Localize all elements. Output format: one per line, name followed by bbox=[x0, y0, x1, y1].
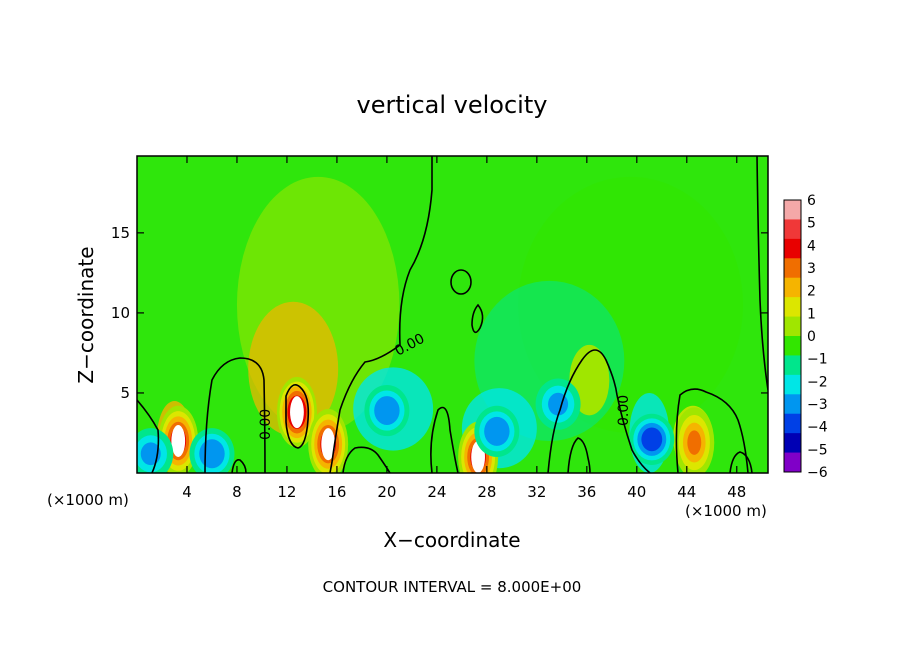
x-tick-label: 24 bbox=[427, 483, 446, 501]
y-tick-label: 10 bbox=[111, 304, 130, 322]
plot-frame bbox=[136, 155, 769, 474]
zero-contour-line bbox=[204, 357, 266, 473]
colorbar-swatch bbox=[784, 238, 801, 259]
colorbar-swatch bbox=[784, 200, 801, 220]
downdraft-core bbox=[548, 392, 569, 416]
colorbar-tick-label: 3 bbox=[807, 261, 816, 277]
zero-contour-line bbox=[231, 458, 247, 473]
downdraft-core bbox=[489, 422, 505, 441]
colorbar-tick-label: 6 bbox=[807, 193, 816, 209]
zero-contour-loop bbox=[450, 269, 472, 295]
zero-contours bbox=[137, 156, 768, 473]
colorbar-tick-label: −6 bbox=[807, 465, 828, 481]
colorbar-swatch bbox=[784, 316, 801, 337]
zero-contour-line bbox=[329, 156, 433, 473]
x-unit-left: (×1000 m) bbox=[47, 491, 129, 509]
zero-contour-loop bbox=[285, 384, 310, 449]
colorbar-tick-label: 2 bbox=[807, 284, 816, 300]
x-tick-label: 12 bbox=[277, 483, 296, 501]
colorbar-tick-label: 4 bbox=[807, 238, 816, 254]
colorbar-swatch bbox=[784, 355, 801, 376]
x-tick-label: 28 bbox=[477, 483, 496, 501]
colorbar-swatch bbox=[784, 336, 801, 356]
x-tick-label: 44 bbox=[677, 483, 696, 501]
zero-contour-line bbox=[756, 156, 768, 391]
colorbar-tick-label: −1 bbox=[807, 352, 828, 368]
colorbar-swatch bbox=[784, 433, 801, 454]
zero-contour-line bbox=[430, 406, 459, 473]
updraft-peak bbox=[171, 424, 186, 457]
x-tick-label: 8 bbox=[232, 483, 242, 501]
x-tick-label: 16 bbox=[327, 483, 346, 501]
updraft-peak bbox=[321, 428, 336, 461]
x-tick-label: 20 bbox=[377, 483, 396, 501]
colorbar-swatch bbox=[784, 413, 801, 434]
colorbar-swatch bbox=[784, 297, 801, 318]
updraft-peak bbox=[290, 396, 304, 429]
colorbar-swatch bbox=[784, 452, 801, 473]
x-axis: 4 8 12 16 20 24 28 32 36 40 44 48 bbox=[182, 156, 746, 501]
contour-label: 0.00 bbox=[616, 395, 632, 426]
plot-area: 0.00 0.00 0.00 bbox=[137, 156, 768, 473]
x-tick-label: 4 bbox=[182, 483, 192, 501]
downdraft-core bbox=[379, 401, 395, 420]
x-unit-right: (×1000 m) bbox=[685, 502, 767, 520]
x-tick-label: 32 bbox=[527, 483, 546, 501]
colorbar-swatch bbox=[784, 219, 801, 240]
zero-contour-line bbox=[567, 437, 591, 473]
zero-contour-line bbox=[547, 349, 651, 473]
colorbar-tick-label: −2 bbox=[807, 374, 828, 390]
chart-title: vertical velocity bbox=[357, 91, 548, 119]
colorbar-frame bbox=[783, 199, 802, 473]
zero-contour-loop bbox=[471, 303, 484, 334]
y-axis-label: Z−coordinate bbox=[74, 246, 98, 383]
updraft-core bbox=[687, 430, 702, 455]
colorbar-swatch bbox=[784, 394, 801, 415]
y-tick-label: 15 bbox=[111, 224, 130, 242]
colorbar-tick-label: −4 bbox=[807, 420, 828, 436]
colorbar-swatch bbox=[784, 374, 801, 395]
colorbar-tick-label: −3 bbox=[807, 397, 828, 413]
colorbar-swatch bbox=[784, 258, 801, 279]
zero-contour-line bbox=[729, 451, 753, 473]
colorbar-tick-label: 1 bbox=[807, 306, 816, 322]
colorbar-swatch bbox=[784, 277, 801, 298]
colorbar-tick-label: 0 bbox=[807, 329, 816, 345]
colorbar-tick-label: −5 bbox=[807, 442, 828, 458]
colorbar: 6 5 4 3 2 1 0 −1 −2 −3 −4 −5 −6 bbox=[783, 193, 828, 481]
x-tick-label: 40 bbox=[627, 483, 646, 501]
zero-contour-line bbox=[342, 446, 391, 473]
zero-contour-line bbox=[137, 399, 160, 473]
downdraft-core bbox=[645, 432, 659, 447]
x-tick-label: 48 bbox=[727, 483, 746, 501]
y-tick-label: 5 bbox=[120, 384, 130, 402]
contour-label: 0.00 bbox=[258, 409, 274, 440]
zero-contour-line bbox=[675, 388, 749, 473]
contour-interval-note: CONTOUR INTERVAL = 8.000E+00 bbox=[323, 578, 582, 596]
colorbar-tick-label: 5 bbox=[807, 216, 816, 232]
y-axis: 5 10 15 bbox=[111, 224, 768, 402]
x-tick-label: 36 bbox=[577, 483, 596, 501]
x-axis-label: X−coordinate bbox=[383, 528, 520, 552]
downdraft-core bbox=[204, 444, 220, 463]
